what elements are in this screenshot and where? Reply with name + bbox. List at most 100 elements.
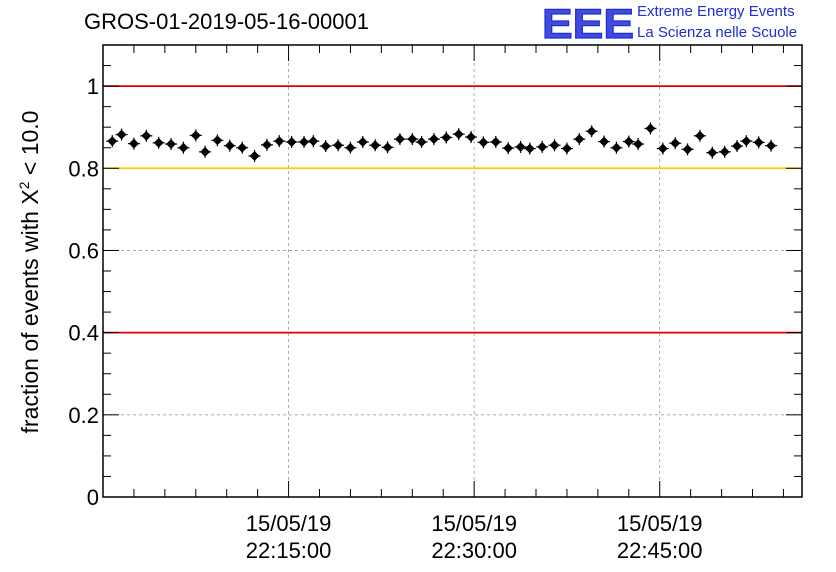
- point-marker: [453, 129, 464, 140]
- data-point: [307, 135, 320, 148]
- point-marker: [299, 137, 309, 147]
- data-point: [610, 141, 623, 154]
- data-point: [514, 140, 527, 153]
- point-marker: [524, 143, 535, 154]
- data-point: [248, 149, 261, 162]
- data-point: [706, 146, 719, 159]
- axis-ticks: [102, 44, 802, 498]
- data-point: [740, 135, 753, 148]
- point-marker: [670, 138, 681, 149]
- y-tick-label: 0.6: [68, 238, 99, 263]
- point-marker: [116, 129, 127, 140]
- data-point: [585, 125, 598, 138]
- point-marker: [537, 141, 548, 152]
- reference-lines: [103, 85, 802, 334]
- data-point: [319, 140, 332, 153]
- data-point: [718, 145, 731, 158]
- point-marker: [503, 143, 514, 154]
- data-point: [177, 141, 190, 154]
- x-tick-label: 15/05/19: [617, 511, 703, 536]
- data-point: [427, 133, 440, 146]
- point-marker: [515, 141, 526, 152]
- y-tick-label: 0: [87, 485, 99, 510]
- point-marker: [599, 136, 610, 147]
- data-point: [189, 129, 202, 142]
- data-point: [765, 139, 778, 152]
- y-tick-label: 1: [87, 74, 99, 99]
- point-marker: [428, 134, 439, 145]
- data-point: [140, 129, 153, 142]
- point-marker: [261, 139, 272, 150]
- data-point: [415, 135, 428, 148]
- point-marker: [286, 137, 297, 147]
- data-point: [632, 138, 645, 151]
- point-marker: [190, 130, 201, 141]
- data-point: [152, 136, 165, 149]
- logo-lettering: EEE: [542, 2, 634, 44]
- point-marker: [549, 140, 560, 151]
- brand-line-1: Extreme Energy Events: [637, 3, 795, 20]
- point-marker: [141, 130, 152, 141]
- point-marker: [633, 139, 644, 149]
- point-marker: [237, 142, 248, 153]
- point-marker: [320, 141, 331, 152]
- data-point: [211, 134, 224, 147]
- tick-labels: 00.20.40.60.8115/05/1922:15:0015/05/1922…: [68, 74, 702, 563]
- data-point: [452, 128, 465, 141]
- data-point: [548, 139, 561, 152]
- data-point: [752, 136, 765, 149]
- point-marker: [382, 142, 393, 153]
- point-marker: [274, 136, 285, 147]
- point-marker: [719, 146, 730, 157]
- y-tick-label: 0.8: [68, 156, 99, 181]
- y-axis-label-suffix: < 10.0: [17, 111, 43, 182]
- data-point: [681, 143, 694, 156]
- data-point: [115, 128, 128, 141]
- point-marker: [741, 136, 752, 147]
- point-marker: [107, 136, 118, 147]
- y-tick-label: 0.4: [68, 321, 99, 346]
- x-tick-label: 22:45:00: [617, 538, 703, 563]
- point-marker: [394, 134, 405, 145]
- point-marker: [623, 136, 634, 147]
- point-marker: [224, 140, 235, 151]
- data-point: [656, 142, 669, 155]
- logo-lettering-fill: EEE: [542, 2, 634, 44]
- data-point: [477, 136, 490, 149]
- brand-line-2: La Scienza nelle Scuole: [637, 24, 798, 41]
- x-tick-label: 22:15:00: [246, 538, 332, 563]
- data-point: [298, 135, 311, 148]
- point-marker: [345, 142, 356, 153]
- point-marker: [611, 142, 622, 153]
- data-point: [693, 129, 706, 142]
- point-marker: [166, 139, 176, 149]
- point-marker: [357, 137, 368, 147]
- data-point: [536, 140, 549, 153]
- data-point: [406, 133, 419, 146]
- point-marker: [657, 143, 668, 154]
- point-marker: [694, 130, 705, 141]
- point-marker: [766, 140, 777, 151]
- data-point: [332, 139, 345, 152]
- data-point: [598, 135, 611, 148]
- y-axis-label-prefix: fraction of events with X: [17, 189, 43, 433]
- data-point: [106, 135, 119, 148]
- data-point: [440, 131, 453, 144]
- point-marker: [212, 135, 223, 146]
- point-marker: [753, 137, 764, 148]
- data-point: [199, 145, 212, 158]
- point-marker: [249, 150, 260, 161]
- x-tick-label: 22:30:00: [431, 538, 517, 563]
- data-point: [393, 133, 406, 146]
- data-point: [273, 135, 286, 148]
- point-marker: [407, 134, 418, 145]
- y-tick-label: 0.2: [68, 403, 99, 428]
- data-point: [344, 141, 357, 154]
- data-point: [502, 142, 515, 155]
- grid-lines: [103, 45, 802, 497]
- y-axis-label-sup: 2: [16, 181, 32, 189]
- point-marker: [370, 140, 381, 151]
- point-marker: [128, 138, 139, 149]
- point-marker: [490, 137, 501, 147]
